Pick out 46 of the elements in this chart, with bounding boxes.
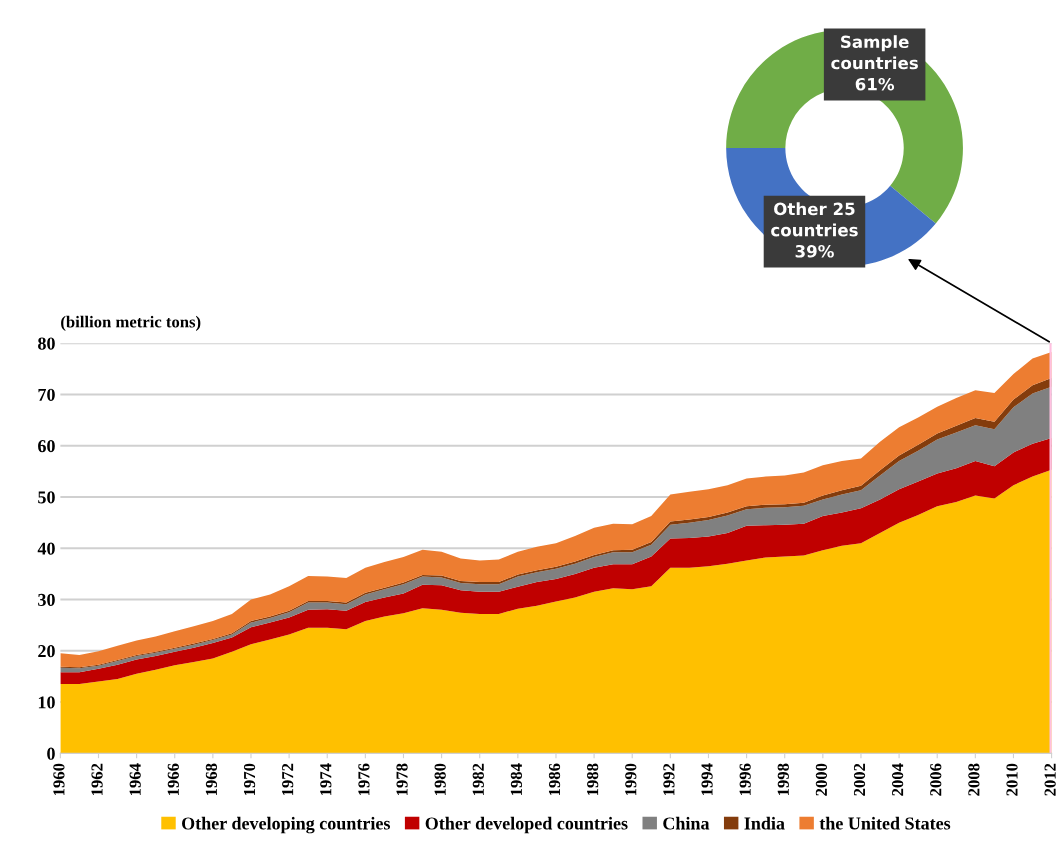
x-tick-label: 1994 [701, 763, 713, 796]
x-tick-label: 1976 [358, 763, 370, 796]
x-tick-label: 1962 [91, 763, 103, 796]
x-tick-label: 1998 [777, 763, 789, 796]
y-tick-label: 50 [38, 491, 55, 504]
legend-label: the United States [819, 816, 951, 830]
legend-label: India [744, 816, 785, 830]
slice-label: Other 25 countries [771, 202, 858, 237]
legend-label: Other developing countries [182, 816, 391, 834]
y-tick-label: 30 [38, 593, 55, 606]
x-tick-label: 1990 [625, 763, 637, 796]
x-tick-label: 1982 [472, 763, 484, 796]
x-tick-label: 2004 [892, 763, 904, 796]
data-label: 39% [795, 244, 834, 258]
x-tick-label: 2008 [968, 763, 980, 796]
legend-label: China [663, 816, 710, 830]
x-tick-label: 1984 [510, 763, 523, 796]
slice-label: Sample countries [831, 35, 918, 70]
x-tick-label: 1980 [434, 763, 446, 796]
x-tick-label: 1978 [396, 763, 408, 796]
x-tick-label: 1986 [548, 763, 561, 796]
x-tick-label: 1968 [205, 763, 218, 796]
x-tick-label: 1996 [739, 763, 751, 796]
y-tick-label: 10 [38, 696, 55, 709]
x-tick-label: 1966 [167, 763, 179, 796]
legend-label: Other developed countries [425, 816, 628, 834]
y-tick-label: 60 [38, 439, 55, 453]
y-tick-label: 20 [38, 645, 55, 658]
x-tick-label: 2002 [853, 763, 866, 796]
y-tick-label: 0 [47, 747, 55, 760]
x-tick-label: 2010 [1006, 763, 1018, 796]
x-tick-label: 1992 [663, 763, 675, 796]
x-tick-label: 1960 [53, 763, 65, 796]
x-tick-label: 1974 [320, 763, 332, 796]
x-tick-label: 2000 [815, 763, 828, 796]
x-tick-label: 1972 [282, 763, 294, 796]
x-tick-label: 1964 [129, 763, 141, 796]
y-tick-label: 40 [37, 542, 55, 555]
y-tick-label: 70 [38, 388, 55, 401]
x-tick-label: 2012 [1044, 763, 1056, 796]
x-tick-label: 2006 [930, 763, 942, 796]
x-tick-label: 1970 [243, 763, 256, 796]
data-label: 61% [855, 77, 895, 91]
x-tick-label: 1988 [587, 763, 599, 796]
y-tick-label: 80 [38, 337, 55, 350]
y-axis-title: (billion metric tons) [61, 315, 201, 331]
